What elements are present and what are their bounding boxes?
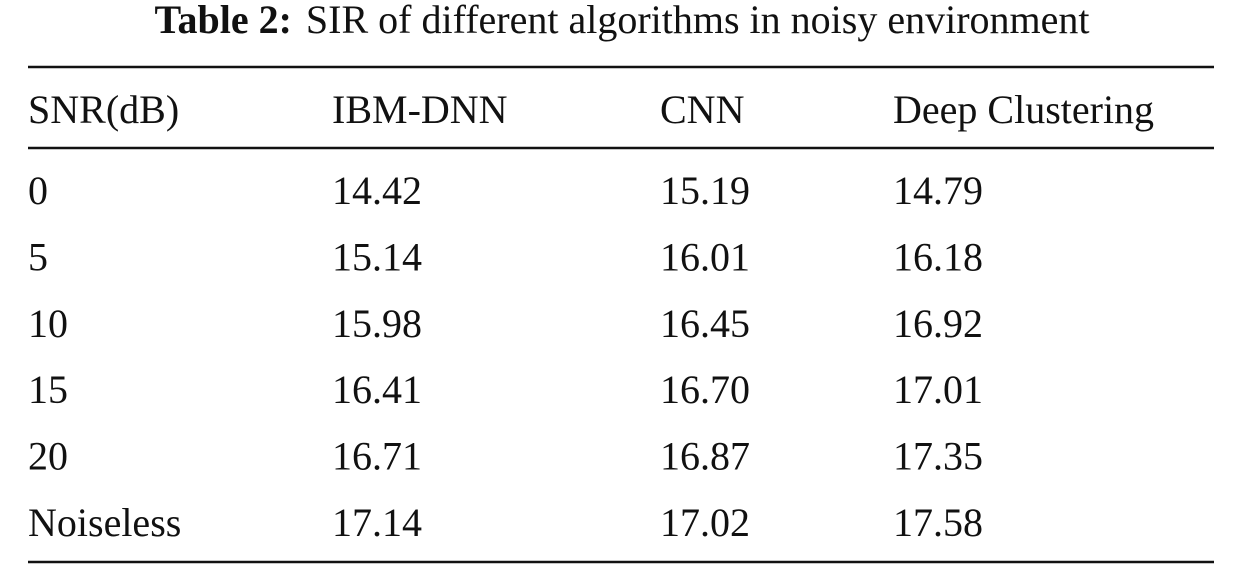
table-cell: Noiseless	[28, 500, 181, 545]
table-cell: 16.87	[660, 434, 750, 479]
header-cell: SNR(dB)	[28, 87, 179, 132]
table-cell: 17.01	[893, 367, 983, 412]
table-cell: 17.58	[893, 500, 983, 545]
table-cell: 17.02	[660, 500, 750, 545]
table-cell: 16.01	[660, 234, 750, 279]
table-cell: 15.98	[332, 301, 422, 346]
caption-label: Table 2:	[154, 0, 291, 42]
table-cell: 20	[28, 434, 68, 479]
table-cell: 10	[28, 301, 68, 346]
table-cell: 0	[28, 168, 48, 213]
header-cell: IBM-DNN	[332, 87, 508, 132]
table-cell: 15	[28, 367, 68, 412]
header-cell: CNN	[660, 87, 744, 132]
table-cell: 16.45	[660, 301, 750, 346]
table-cell: 16.18	[893, 234, 983, 279]
table-caption: Table 2: SIR of different algorithms in n…	[154, 0, 1089, 42]
table-cell: 16.70	[660, 367, 750, 412]
table-cell: 16.71	[332, 434, 422, 479]
table-cell: 17.35	[893, 434, 983, 479]
table-cell: 5	[28, 234, 48, 279]
header-cell: Deep Clustering	[893, 87, 1154, 132]
table-cell: 16.92	[893, 301, 983, 346]
table-cell: 14.79	[893, 168, 983, 213]
table-cell: 15.19	[660, 168, 750, 213]
caption-text: SIR of different algorithms in noisy env…	[306, 0, 1090, 42]
table-cell: 17.14	[332, 500, 422, 545]
table-cell: 15.14	[332, 234, 422, 279]
table-cell: 14.42	[332, 168, 422, 213]
table-cell: 16.41	[332, 367, 422, 412]
